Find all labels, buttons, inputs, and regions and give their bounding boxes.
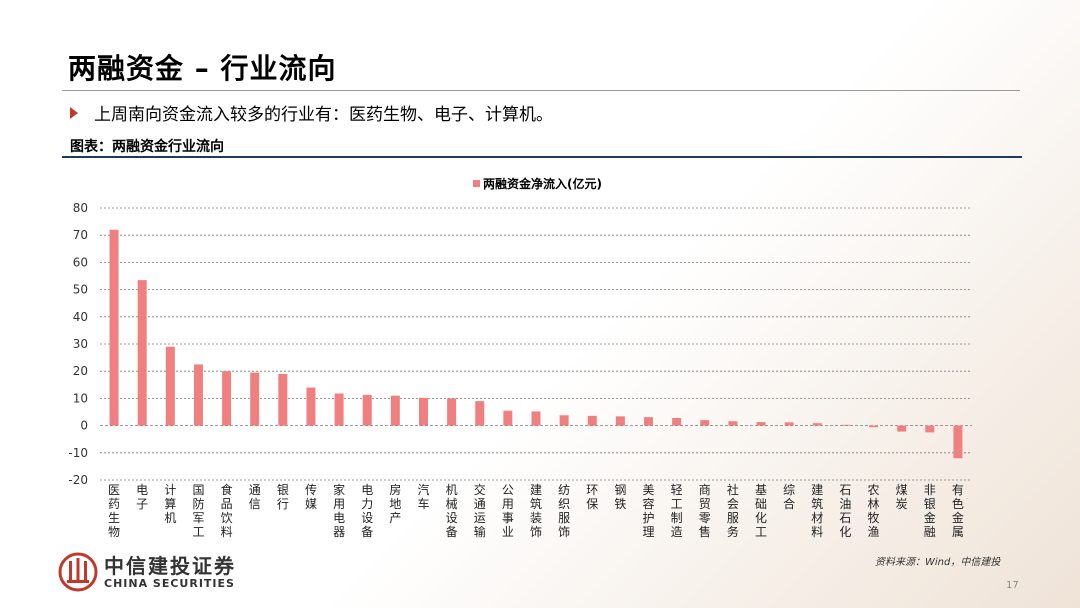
bar [447,398,457,426]
x-tick-label: 钢铁 [614,483,626,511]
x-tick-label: 银行 [277,483,289,511]
x-tick-label: 建筑装饰 [530,483,542,539]
bar [109,229,119,426]
bar [812,423,822,426]
bar [840,424,850,426]
x-tick-label: 基础化工 [755,483,767,539]
x-tick-label: 汽车 [417,482,429,511]
data-source: 资料来源：Wind，中信建投 [875,557,1001,568]
x-tick-label: 交通运输 [474,482,486,539]
logo-english: CHINA SECURITIES [104,576,235,590]
x-tick-label: 房地产 [389,482,401,525]
y-tick-label: 40 [73,310,88,324]
bar [250,372,260,426]
x-tick-label: 建筑材料 [811,483,823,539]
y-tick-label: 80 [73,201,88,215]
y-tick-label: 70 [73,228,88,242]
logo-chinese: 中信建投证券 [104,553,236,578]
x-tick-label: 传媒 [305,482,317,511]
bullet-arrow-icon [70,106,78,119]
bars [109,229,963,459]
x-tick-label: 环保 [586,483,598,511]
y-tick-label: 20 [73,364,88,378]
legend-swatch [473,180,480,187]
bar [193,364,203,426]
x-tick-label: 煤炭 [896,483,908,511]
x-tick-label: 家用电器 [333,482,345,539]
x-tick-label: 轻工制造 [671,483,683,539]
bar [700,420,710,426]
y-tick-label: -20 [68,473,88,487]
bar [953,425,963,459]
x-tick-label: 商贸零售 [699,482,711,539]
x-tick-label: 美容护理 [643,483,655,539]
bar [672,417,682,426]
x-tick-label: 有色金属 [952,483,964,539]
bar [418,397,428,426]
x-tick-label: 石油石化 [839,483,851,539]
chart-legend: 两融资金净流入(亿元) [473,176,602,191]
x-tick-label: 计算机 [164,483,176,525]
y-tick-label: -10 [68,446,88,460]
bar [897,425,907,432]
x-tick-label: 食品饮料 [221,482,233,539]
title-divider [62,90,1020,91]
bar [165,346,175,426]
bar [925,425,935,433]
bar [615,416,625,426]
bullet-text: 上周南向资金流入较多的行业有：医药生物、电子、计算机。 [94,105,553,125]
y-axis-ticks: 80 70 60 50 40 30 20 10 0 -10 -20 [68,201,88,487]
bar [362,394,372,426]
legend-label: 两融资金净流入(亿元) [483,176,602,191]
bar [222,371,232,426]
x-tick-label: 农林牧渔 [868,483,880,539]
x-tick-label: 国防军工 [192,483,204,539]
bullet-point: 上周南向资金流入较多的行业有：医药生物、电子、计算机。 [70,100,553,125]
bar [503,410,513,426]
page-title: 两融资金 – 行业流向 [68,52,337,85]
x-tick-label: 纺织服饰 [558,483,570,539]
y-tick-label: 10 [73,391,88,405]
bar [869,425,879,428]
bar [756,422,766,426]
bar [390,395,400,426]
x-tick-label: 公用事业 [502,483,514,539]
x-tick-label: 通信 [249,483,261,511]
company-logo: 中信建投证券 CHINA SECURITIES [58,552,236,592]
bar [559,415,569,426]
x-tick-label: 电力设备 [361,483,373,539]
bar [278,373,288,426]
x-tick-label: 电子 [136,483,148,511]
bar [728,421,738,426]
bar [587,415,597,426]
x-tick-label: 综合 [783,483,795,511]
y-tick-label: 30 [73,337,88,351]
bar [137,280,147,426]
bar [531,411,541,426]
bar [334,393,344,426]
caption-divider [62,156,1022,158]
bar [306,387,316,426]
citic-logo-icon [58,552,98,592]
x-tick-label: 医药生物 [108,483,120,539]
x-tick-label: 非银金融 [924,483,936,539]
bar [475,401,485,426]
y-tick-label: 50 [73,283,88,297]
bar [784,422,794,426]
y-tick-label: 0 [80,419,88,433]
bar-chart: 两融资金净流入(亿元) 80 70 60 50 40 30 20 10 0 -10 -20 医药生物… [68,176,972,539]
bar [644,417,654,426]
figure-caption: 图表：两融资金行业流向 [70,139,224,155]
chart-gridlines [100,207,972,481]
y-tick-label: 60 [73,255,88,269]
x-tick-label: 社会服务 [727,482,739,539]
page-number: 17 [1006,580,1019,591]
x-tick-label: 机械设备 [446,483,458,539]
